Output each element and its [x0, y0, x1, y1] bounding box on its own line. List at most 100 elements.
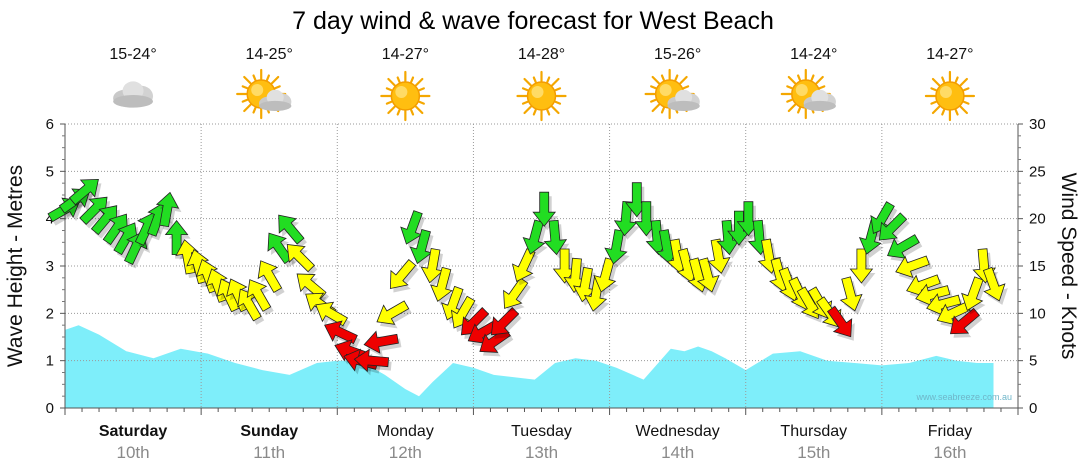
y-tick-label-left: 5 [46, 163, 54, 180]
sun-ray [385, 100, 393, 105]
sun-ray [787, 75, 797, 85]
wind-arrow [839, 276, 863, 312]
temp-range-wednesday: 15-26° [654, 46, 701, 63]
sunny-icon [516, 70, 567, 122]
sun-ray [241, 98, 249, 103]
y-tick-label-right: 30 [1029, 116, 1046, 133]
sun-ray [962, 100, 970, 105]
sun-ray [941, 76, 946, 84]
right-axis-title: Wind Speed - Knots [1057, 173, 1080, 360]
wind-arrow [278, 214, 305, 245]
sun-ray [409, 108, 415, 116]
sun-cloud-icon [236, 68, 292, 120]
cloud-base [113, 95, 154, 108]
cloud-base [803, 100, 836, 112]
sun-ray [546, 108, 551, 116]
wind-arrow [949, 307, 980, 335]
sun-ray [551, 105, 560, 115]
wind-arrow [878, 212, 908, 241]
sun-ray [810, 74, 815, 82]
sun-ray [786, 85, 794, 90]
sun-ray [551, 77, 560, 87]
sun-ray [387, 105, 396, 115]
sun-ray [674, 74, 679, 82]
date-label-thursday: 15th [797, 443, 830, 462]
sun-highlight [395, 86, 408, 98]
wind-arrow [430, 266, 453, 302]
wind-arrow [376, 300, 410, 325]
sun-ray [959, 105, 968, 115]
wind-arrow [849, 248, 874, 284]
sun-ray [532, 76, 537, 84]
sun-highlight [659, 84, 672, 96]
sun-ray [931, 105, 941, 115]
sun-highlight [251, 84, 264, 96]
sun-ray [396, 76, 401, 84]
temp-range-sunday: 14-25° [246, 46, 293, 63]
cloudy-icon [113, 81, 154, 108]
y-tick-label-left: 3 [46, 258, 54, 275]
sun-ray [532, 108, 537, 116]
sun-ray [959, 77, 968, 87]
sun-ray [265, 74, 270, 82]
sun-ray [660, 74, 666, 82]
sun-ray [651, 103, 661, 113]
temp-range-tuesday: 14-28° [518, 46, 565, 63]
temp-range-saturday: 15-24° [109, 46, 156, 63]
y-tick-label-right: 20 [1029, 211, 1046, 228]
date-label-wednesday: 14th [661, 443, 694, 462]
wind-arrow [982, 266, 1006, 302]
day-label-friday: Friday [928, 423, 972, 440]
sun-ray [521, 87, 529, 92]
day-label-tuesday: Tuesday [511, 423, 572, 440]
sun-highlight [795, 84, 808, 96]
y-tick-label-left: 0 [46, 400, 54, 417]
wind-arrow [296, 273, 327, 300]
cloud-base [667, 100, 700, 112]
sun-ray [385, 87, 393, 92]
sun-ray [409, 76, 415, 84]
wind-arrow [543, 219, 568, 256]
sun-ray [243, 103, 252, 113]
wind-arrow [522, 219, 546, 255]
credit-text: www.seabreeze.com.au [915, 392, 1012, 402]
wind-arrow [503, 277, 529, 309]
y-tick-label-right: 25 [1029, 163, 1046, 180]
sun-ray [554, 87, 562, 92]
y-tick-label-left: 4 [46, 211, 54, 228]
wind-arrow [353, 348, 390, 373]
date-label-monday: 12th [389, 443, 422, 462]
wind-arrow [324, 320, 358, 345]
sun-ray [252, 74, 257, 82]
wind-arrow [68, 178, 99, 206]
y-tick-label-left: 6 [46, 116, 54, 133]
sun-ray [241, 85, 249, 90]
sun-ray [797, 106, 802, 114]
sun-ray [650, 98, 657, 103]
sun-ray [521, 100, 529, 105]
cloud-base [259, 100, 292, 112]
day-label-saturday: Saturday [99, 423, 168, 440]
date-label-saturday: 10th [117, 443, 150, 462]
sun-ray [523, 105, 532, 115]
wind-arrow [315, 301, 349, 327]
sun-ray [931, 77, 941, 87]
day-label-thursday: Thursday [780, 423, 847, 440]
wind-arrow [961, 276, 984, 311]
sun-ray [818, 85, 826, 90]
plot-area: 0 1 2 3 4 5 6 0 5 10 15 20 25 30 Wave Height - Metres W… [4, 46, 1080, 462]
sun-highlight [939, 86, 952, 98]
wind-arrow [363, 330, 399, 354]
sun-ray [962, 87, 970, 92]
sun-ray [243, 75, 252, 85]
sun-ray [660, 106, 666, 114]
wind-arrow [246, 279, 272, 312]
date-label-friday: 16th [933, 443, 966, 462]
sun-ray [954, 108, 959, 116]
y-tick-label-right: 15 [1029, 258, 1046, 275]
y-tick-label-left: 2 [46, 305, 54, 322]
chart-title: 7 day wind & wave forecast for West Beac… [292, 7, 774, 35]
sun-ray [396, 108, 401, 116]
sun-ray [252, 106, 257, 114]
sun-ray [273, 85, 281, 90]
